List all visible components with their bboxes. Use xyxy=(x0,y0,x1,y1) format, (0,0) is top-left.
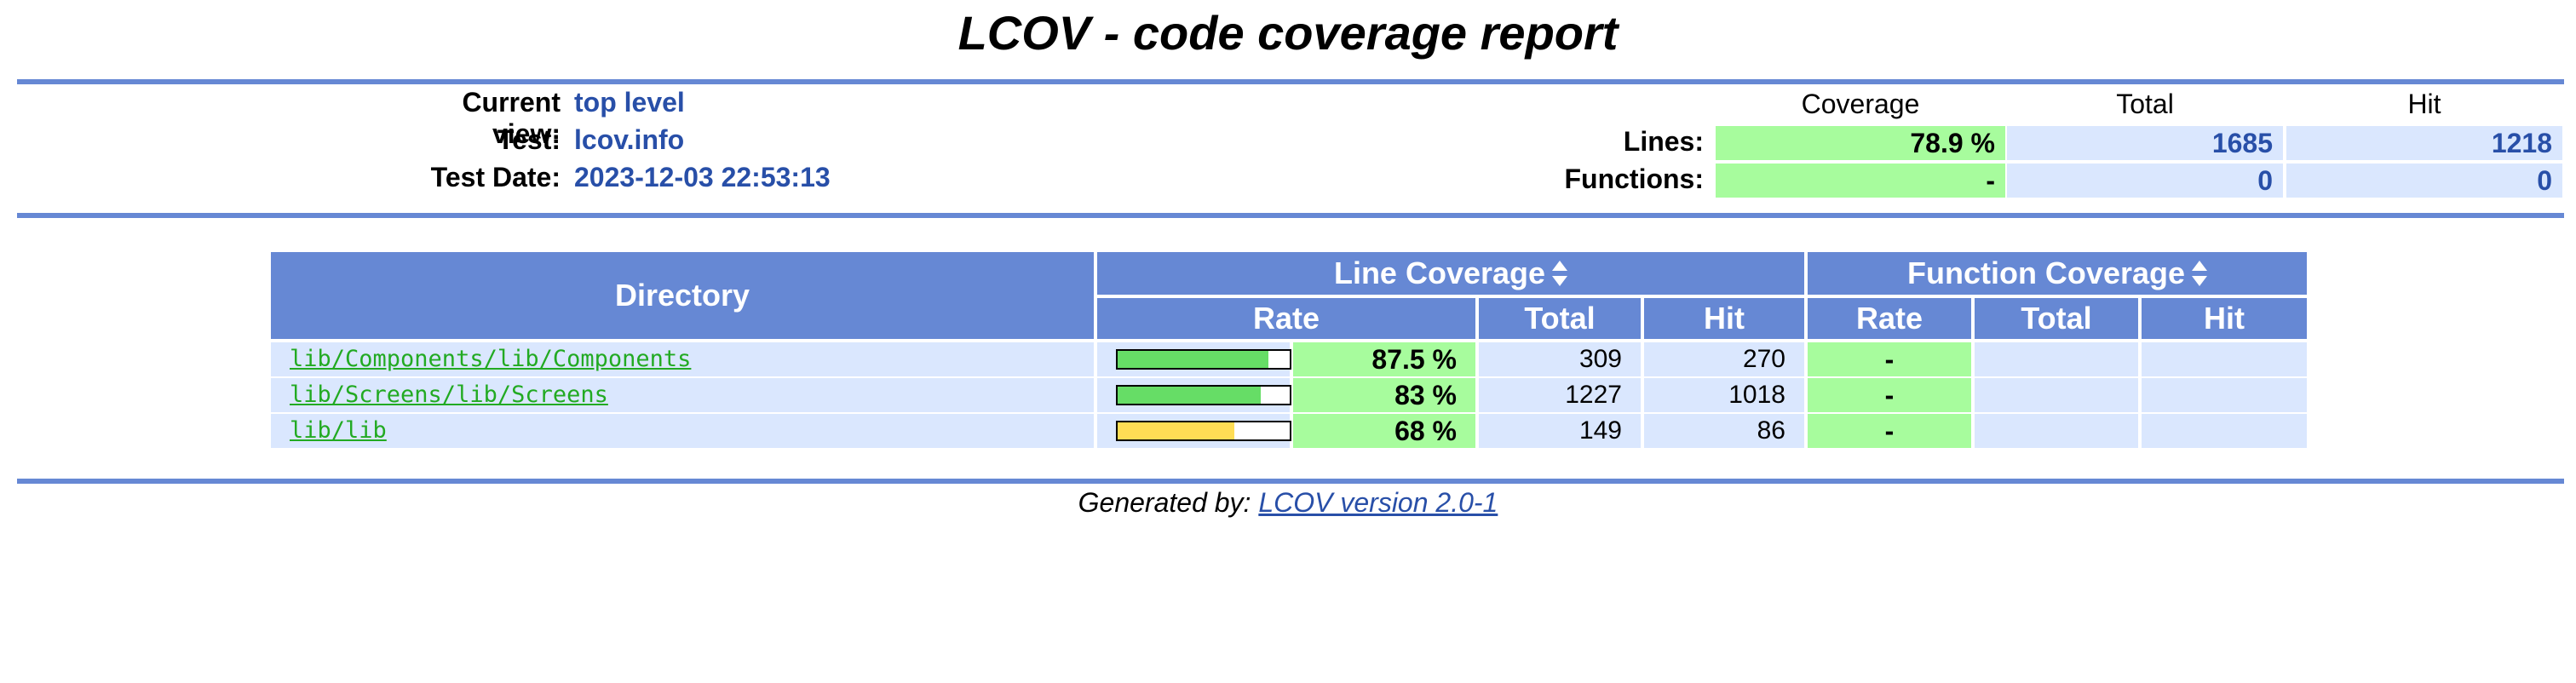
coverage-bar xyxy=(1116,349,1291,370)
function-hit-value xyxy=(2142,378,2307,412)
function-rate-value: - xyxy=(1808,378,1971,412)
line-total-value: 1227 xyxy=(1479,378,1641,412)
footer: Generated by: LCOV version 2.0-1 xyxy=(0,484,2576,521)
line-rate-header: Rate xyxy=(1097,298,1475,339)
lines-coverage: 78.9 % xyxy=(1716,126,2005,160)
function-hit-value xyxy=(2142,414,2307,448)
line-total-value: 309 xyxy=(1479,342,1641,376)
function-total-value xyxy=(1975,342,2138,376)
directory-link[interactable]: lib/Screens/lib/Screens xyxy=(271,378,1094,412)
summary-coverage-header: Coverage xyxy=(1801,89,1920,119)
summary-total-header: Total xyxy=(2116,89,2174,119)
line-hit-value: 86 xyxy=(1644,414,1804,448)
function-total-value xyxy=(1975,378,2138,412)
lines-total: 1685 xyxy=(2007,126,2283,160)
line-hit-value: 1018 xyxy=(1644,378,1804,412)
function-hit-header: Hit xyxy=(2142,298,2307,339)
functions-coverage: - xyxy=(1716,164,2005,198)
function-coverage-header-label: Function Coverage xyxy=(1906,255,2186,290)
function-coverage-header[interactable]: Function Coverage xyxy=(1808,252,2307,295)
function-hit-value xyxy=(2142,342,2307,376)
lines-hit: 1218 xyxy=(2286,126,2562,160)
lcov-version-link[interactable]: LCOV version 2.0-1 xyxy=(1258,487,1498,518)
line-rate-value: 83 % xyxy=(1293,378,1475,412)
function-total-value xyxy=(1975,414,2138,448)
function-rate-header: Rate xyxy=(1808,298,1971,339)
line-rate-value: 68 % xyxy=(1293,414,1475,448)
coverage-bar-fill xyxy=(1118,422,1235,439)
coverage-bar-cell xyxy=(1097,378,1291,412)
function-total-header: Total xyxy=(1975,298,2138,339)
test-value: lcov.info xyxy=(574,124,685,155)
coverage-bar xyxy=(1116,385,1291,405)
lines-label: Lines: xyxy=(1623,126,1704,157)
middle-divider xyxy=(17,213,2564,218)
line-coverage-header[interactable]: Line Coverage xyxy=(1097,252,1804,295)
line-total-header: Total xyxy=(1479,298,1641,339)
functions-hit: 0 xyxy=(2286,164,2562,198)
sort-icon[interactable] xyxy=(2192,261,2208,286)
coverage-bar-cell xyxy=(1097,414,1291,448)
test-date-value: 2023-12-03 22:53:13 xyxy=(574,162,831,192)
coverage-bar-fill xyxy=(1118,351,1268,368)
summary-hit-header: Hit xyxy=(2407,89,2441,119)
current-view-label: Current view: xyxy=(462,87,561,149)
generated-by-label: Generated by: xyxy=(1078,487,1251,518)
sort-icon[interactable] xyxy=(1552,261,1568,286)
page-title: LCOV - code coverage report xyxy=(957,6,1619,60)
line-hit-header: Hit xyxy=(1644,298,1804,339)
directory-header-label: Directory xyxy=(614,278,750,313)
test-date-label: Test Date: xyxy=(430,162,561,192)
coverage-bar-cell xyxy=(1097,342,1291,376)
function-rate-value: - xyxy=(1808,342,1971,376)
bottom-divider xyxy=(17,479,2564,484)
directory-link[interactable]: lib/lib xyxy=(271,414,1094,448)
line-hit-value: 270 xyxy=(1644,342,1804,376)
current-view-link[interactable]: top level xyxy=(574,87,685,118)
directory-link[interactable]: lib/Components/lib/Components xyxy=(271,342,1094,376)
top-divider xyxy=(17,79,2564,84)
line-coverage-header-label: Line Coverage xyxy=(1333,255,1546,290)
directory-column-header[interactable]: Directory xyxy=(271,252,1094,339)
functions-label: Functions: xyxy=(1564,164,1704,194)
test-label: Test: xyxy=(497,124,561,155)
coverage-bar-fill xyxy=(1118,387,1261,404)
line-rate-value: 87.5 % xyxy=(1293,342,1475,376)
line-total-value: 149 xyxy=(1479,414,1641,448)
coverage-bar xyxy=(1116,421,1291,441)
functions-total: 0 xyxy=(2007,164,2283,198)
function-rate-value: - xyxy=(1808,414,1971,448)
